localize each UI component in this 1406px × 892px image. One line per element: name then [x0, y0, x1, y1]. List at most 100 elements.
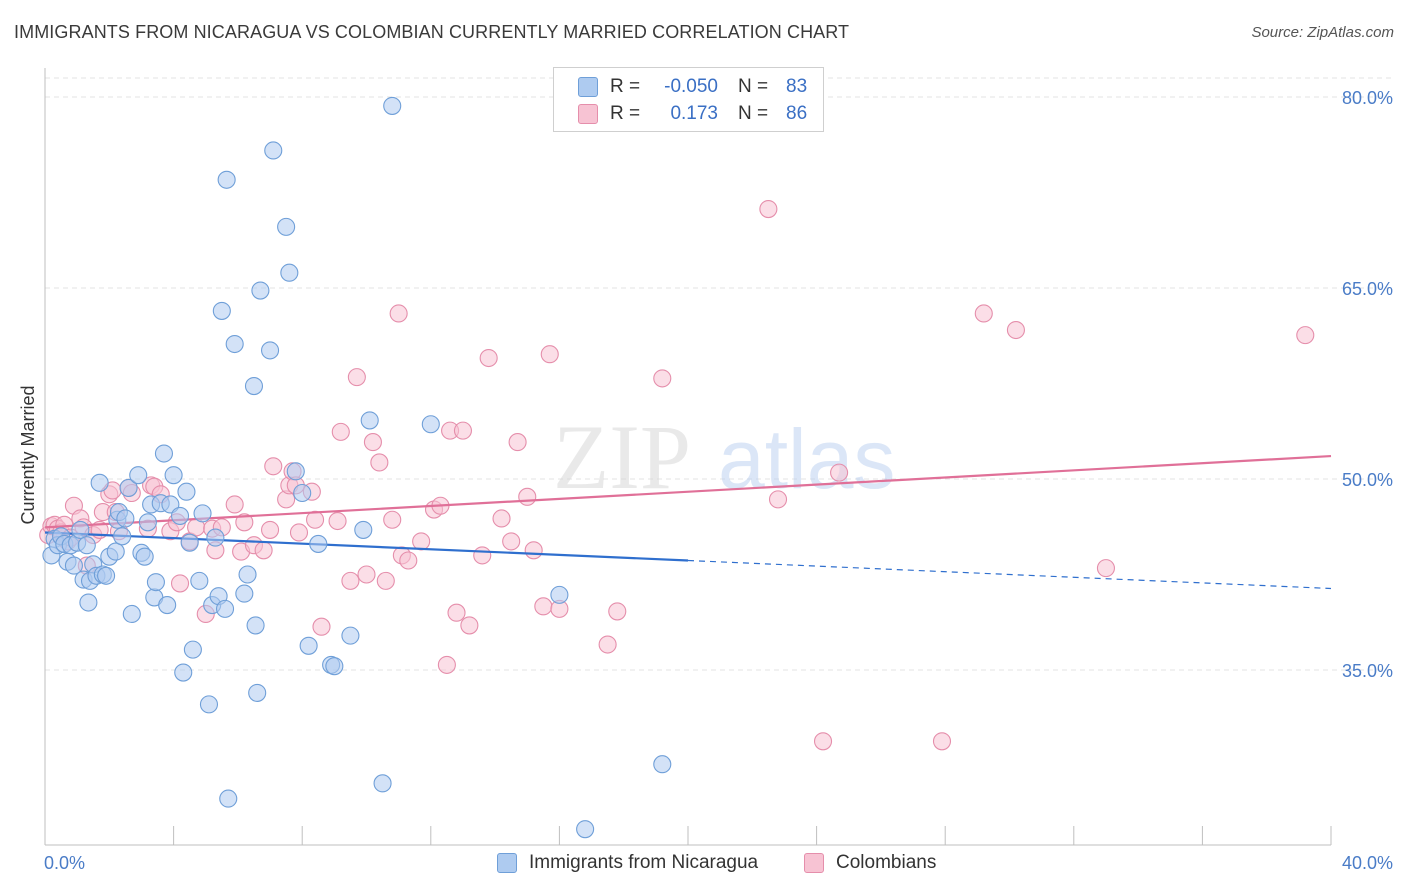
- y-tick-label: 80.0%: [1342, 88, 1393, 108]
- colombians-point: [759, 200, 778, 219]
- nicaragua-point: [64, 556, 83, 575]
- colombians-point: [331, 422, 350, 441]
- legend-n-value: 83: [786, 76, 808, 97]
- colombians-point: [1296, 326, 1315, 345]
- legend-n-label: N =: [738, 103, 769, 124]
- colombians-point: [235, 513, 254, 532]
- nicaragua-point: [146, 573, 165, 592]
- legend-r-value: 0.173: [670, 103, 718, 124]
- colombians-point: [932, 732, 952, 751]
- nicaragua-point: [97, 566, 116, 585]
- colombians-point: [540, 345, 559, 364]
- legend-row-nicaragua: R = -0.050 N = 83: [578, 75, 807, 99]
- nicaragua-point: [286, 462, 305, 481]
- nicaragua-point: [251, 281, 270, 300]
- nicaragua-point: [190, 571, 209, 590]
- bottom-legend-label: Colombians: [836, 852, 937, 873]
- colombians-point: [453, 421, 473, 440]
- nicaragua-point: [309, 534, 328, 553]
- axes: [44, 68, 1332, 846]
- colombians-point: [289, 523, 309, 542]
- colombians-point: [518, 487, 537, 506]
- nicaragua-point: [90, 473, 109, 492]
- watermark: ZIP atlas: [553, 406, 895, 508]
- legend-r-label: R =: [610, 76, 641, 97]
- colombians-point: [653, 369, 672, 388]
- nicaragua-points: [42, 96, 672, 839]
- colombians-point: [383, 510, 402, 529]
- nicaragua-point: [158, 596, 177, 615]
- nicaragua-point: [77, 536, 96, 555]
- nicaragua-point: [199, 695, 219, 714]
- colombians-point: [376, 571, 395, 590]
- colombians-point: [460, 616, 479, 635]
- nicaragua-point: [206, 528, 225, 547]
- nicaragua-point: [550, 585, 569, 604]
- nicaragua-point: [122, 604, 141, 624]
- colombians-point: [363, 433, 382, 452]
- nicaragua-point: [219, 789, 238, 808]
- colombians-point: [508, 433, 527, 452]
- bottom-legend-swatch-blue: [497, 853, 517, 873]
- y-tick-label: 65.0%: [1342, 279, 1393, 299]
- legend-r-label: R =: [610, 103, 641, 124]
- trend-lines: [44, 454, 1332, 590]
- colombians-point: [598, 635, 617, 654]
- colombians-point: [830, 463, 849, 482]
- colombians-point: [524, 541, 543, 560]
- colombians-point: [437, 655, 456, 674]
- legend-n-label: N =: [738, 76, 769, 97]
- chart-title: IMMIGRANTS FROM NICARAGUA VS COLOMBIAN C…: [14, 22, 850, 42]
- nicaragua-point: [264, 141, 283, 160]
- colombians-point: [170, 574, 190, 593]
- bottom-legend-colombians: Colombians: [804, 852, 936, 874]
- colombians-point: [389, 304, 408, 323]
- nicaragua-point: [383, 96, 402, 115]
- nicaragua-point: [248, 683, 267, 702]
- nicaragua-point: [177, 482, 196, 501]
- legend-swatch-blue: [578, 77, 598, 97]
- colombians-point: [534, 597, 553, 616]
- colombians-point: [1006, 320, 1025, 340]
- y-tick-label: 35.0%: [1342, 661, 1393, 681]
- colombians-point: [225, 495, 244, 514]
- nicaragua-point: [129, 466, 148, 485]
- colombians-point: [447, 603, 466, 622]
- nicaragua-trend-extension: [687, 559, 1332, 590]
- nicaragua-point: [293, 483, 312, 503]
- nicaragua-point: [244, 376, 264, 396]
- y-tick-label: 50.0%: [1342, 470, 1393, 490]
- tick-labels: 35.0% 50.0% 65.0% 80.0% 0.0% 40.0%: [44, 88, 1393, 873]
- nicaragua-point: [71, 520, 90, 539]
- nicaragua-point: [280, 263, 299, 282]
- nicaragua-point: [79, 593, 98, 612]
- nicaragua-point: [299, 636, 318, 655]
- nicaragua-point: [260, 341, 280, 360]
- legend-row-colombians: R = 0.173 N = 86: [578, 102, 807, 126]
- nicaragua-point: [576, 820, 595, 839]
- nicaragua-point: [225, 334, 244, 354]
- x-tick-label: 0.0%: [44, 853, 85, 873]
- colombians-point: [370, 453, 389, 472]
- colombians-point: [341, 571, 360, 590]
- nicaragua-point: [373, 774, 392, 793]
- nicaragua-point: [183, 640, 202, 659]
- colombians-point: [260, 520, 280, 539]
- colombians-point: [813, 732, 833, 751]
- watermark-atlas: atlas: [718, 412, 895, 506]
- nicaragua-point: [138, 513, 157, 532]
- y-axis-title: Currently Married: [18, 385, 38, 524]
- colombians-point: [768, 490, 788, 509]
- legend: R = -0.050 N = 83 R = 0.173 N = 86: [553, 67, 824, 132]
- colombians-point: [502, 532, 521, 551]
- nicaragua-point: [421, 415, 440, 434]
- x-tick-label: 40.0%: [1342, 853, 1393, 873]
- nicaragua-trend-line: [44, 531, 689, 562]
- colombians-point: [608, 602, 627, 621]
- nicaragua-point: [135, 547, 154, 566]
- nicaragua-point: [154, 444, 174, 463]
- nicaragua-point: [215, 599, 235, 618]
- nicaragua-point: [164, 466, 183, 485]
- nicaragua-point: [180, 533, 199, 552]
- colombians-point: [473, 546, 492, 565]
